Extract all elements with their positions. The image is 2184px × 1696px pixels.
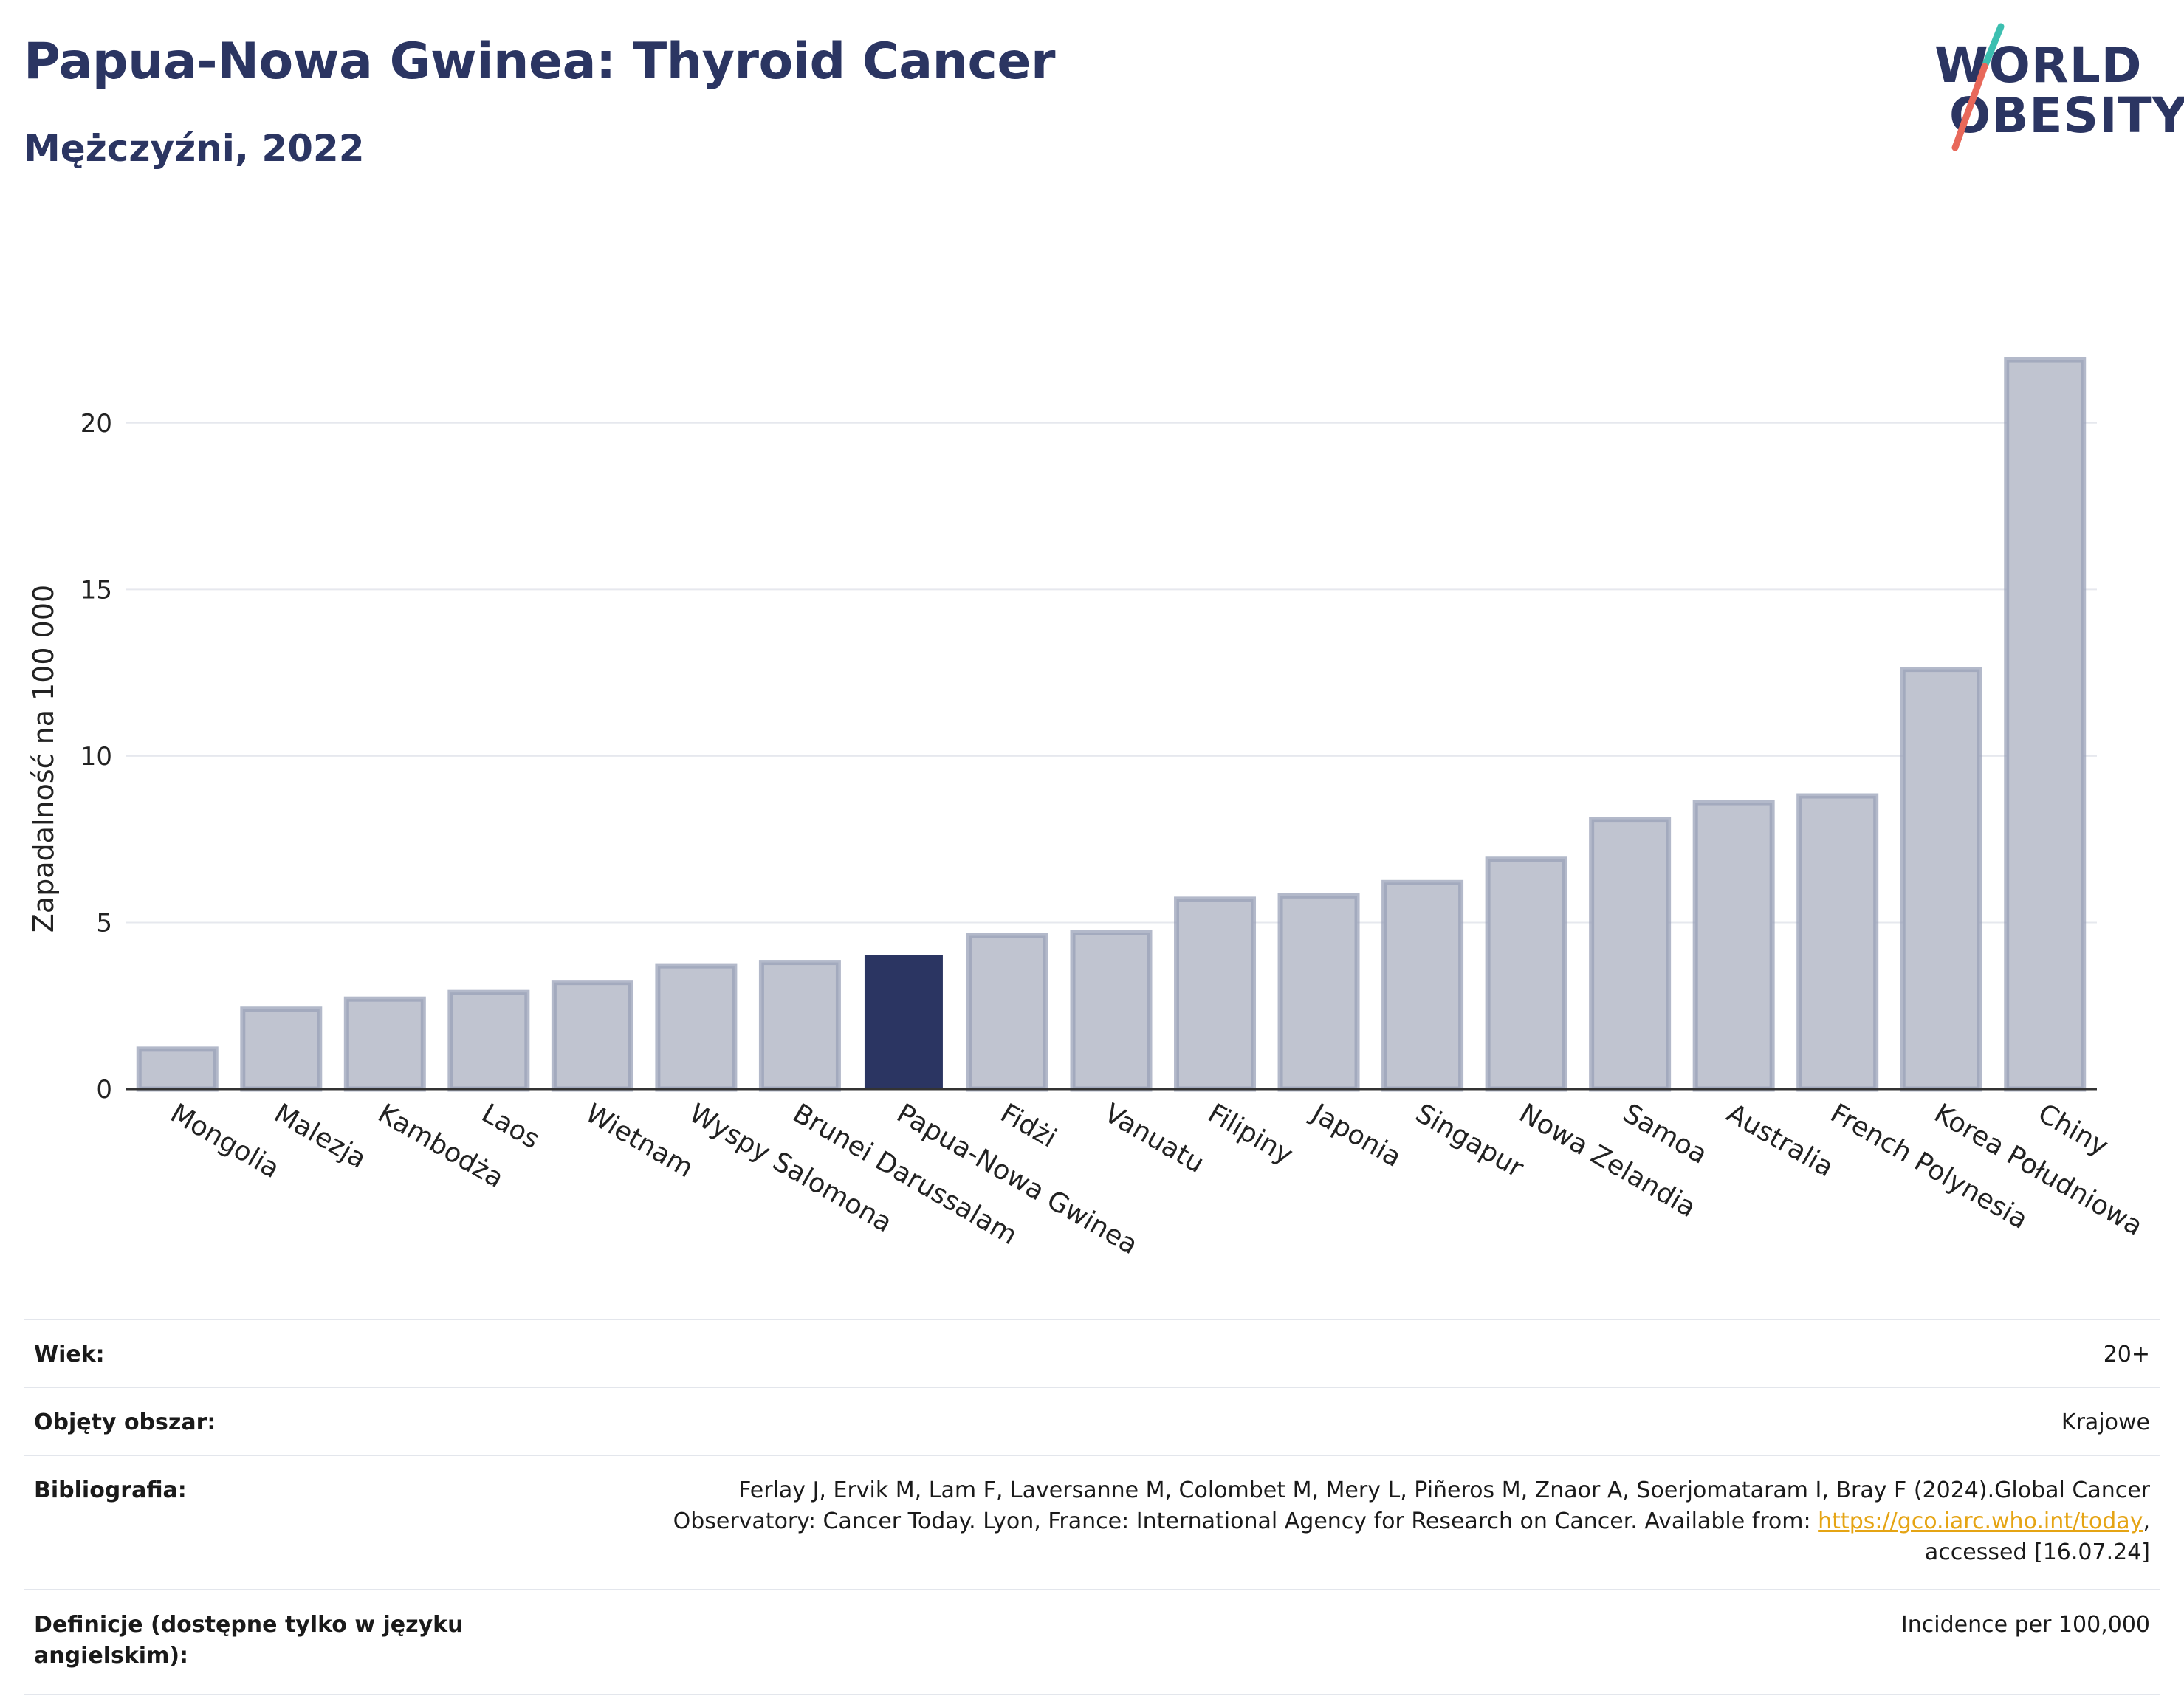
age-label: Wiek:: [34, 1342, 105, 1367]
definitions-label: Definicje (dostępne tylko w języku angie…: [34, 1612, 464, 1669]
bar-fidżi[interactable]: [966, 933, 1048, 1092]
bar-wyspy-salomona[interactable]: [655, 963, 738, 1092]
info-row-area: Objęty obszar: Krajowe: [24, 1387, 2160, 1455]
bar-vanuatu[interactable]: [1070, 930, 1153, 1092]
bibliography-label: Bibliografia:: [34, 1477, 187, 1503]
x-tick-label: Chiny: [2033, 1098, 2113, 1162]
bars: [136, 357, 2087, 1092]
x-tick-label: Australia: [1722, 1098, 1838, 1183]
bar-chiny[interactable]: [2004, 357, 2087, 1092]
area-label: Objęty obszar:: [34, 1410, 216, 1435]
world-obesity-logo[interactable]: WORLD OBESITY: [1920, 21, 2184, 161]
bibliography-value: Ferlay J, Ervik M, Lam F, Laversanne M, …: [673, 1475, 2150, 1568]
x-tick-label: Vanuatu: [1099, 1098, 1209, 1179]
logo-line-1: WORLD: [1934, 37, 2143, 94]
page-subtitle: Mężczyźni, 2022: [24, 127, 365, 170]
bar-nowa-zelandia[interactable]: [1485, 856, 1567, 1092]
x-tick-label: Malezja: [269, 1098, 371, 1175]
bar-japonia[interactable]: [1277, 893, 1360, 1092]
info-row-bibliography: Bibliografia: Ferlay J, Ervik M, Lam F, …: [24, 1455, 2160, 1589]
bar-kambodża[interactable]: [343, 996, 426, 1092]
x-tick-label: Nowa Zelandia: [1514, 1098, 1701, 1223]
age-value: 20+: [2103, 1342, 2150, 1367]
bibliography-comma: ,: [2143, 1508, 2150, 1534]
bar-korea-południowa[interactable]: [1900, 667, 1982, 1092]
x-tick-label: Wietnam: [580, 1098, 698, 1184]
x-tick-label: Japonia: [1305, 1097, 1407, 1173]
x-tick-label: French Polynesia: [1825, 1098, 2033, 1235]
info-row-definitions: Definicje (dostępne tylko w języku angie…: [24, 1589, 2160, 1695]
y-tick-label: 5: [96, 908, 112, 938]
info-table: Wiek: 20+ Objęty obszar: Krajowe Bibliog…: [24, 1319, 2160, 1695]
logo-slash-icon: [1951, 23, 2005, 151]
x-tick-label: Mongolia: [165, 1098, 285, 1184]
source-link[interactable]: https://gco.iarc.who.int/today: [1818, 1508, 2143, 1534]
y-tick-label: 10: [80, 742, 112, 772]
bar-french-polynesia[interactable]: [1796, 793, 1879, 1092]
x-tick-label: Singapur: [1410, 1098, 1528, 1184]
y-tick-label: 20: [80, 409, 112, 439]
bar-mongolia[interactable]: [136, 1046, 219, 1092]
bar-singapur[interactable]: [1381, 879, 1464, 1092]
bibliography-line-3: accessed [16.07.24]: [1924, 1539, 2150, 1565]
y-tick-label: 15: [80, 575, 112, 605]
bar-wietnam[interactable]: [551, 980, 633, 1092]
bar-filipiny[interactable]: [1174, 896, 1257, 1092]
logo-line-2: OBESITY: [1949, 87, 2184, 144]
bar-australia[interactable]: [1692, 800, 1775, 1092]
bar-laos[interactable]: [447, 989, 530, 1092]
bar-samoa[interactable]: [1589, 817, 1672, 1092]
bibliography-line-2: Observatory: Cancer Today. Lyon, France:…: [673, 1508, 1819, 1534]
x-tick-label: Filipiny: [1203, 1098, 1298, 1170]
definitions-value: Incidence per 100,000: [1900, 1612, 2150, 1638]
page-title: Papua-Nowa Gwinea: Thyroid Cancer: [24, 32, 1056, 91]
info-row-age: Wiek: 20+: [24, 1319, 2160, 1387]
bar-malezja[interactable]: [240, 1006, 323, 1092]
y-axis-label: Zapadalność na 100 000: [27, 585, 60, 933]
y-tick-label: 0: [96, 1075, 112, 1105]
y-tick-labels: 0 5 10 15 20: [80, 409, 112, 1105]
bar-papua-nowa-gwinea[interactable]: [864, 955, 943, 1090]
bibliography-line-1: Ferlay J, Ervik M, Lam F, Laversanne M, …: [738, 1477, 2150, 1503]
x-tick-label: Fidżi: [995, 1098, 1062, 1153]
bar-brunei-darussalam[interactable]: [758, 960, 841, 1092]
x-tick-label: Laos: [476, 1098, 544, 1155]
area-value: Krajowe: [2061, 1410, 2150, 1435]
